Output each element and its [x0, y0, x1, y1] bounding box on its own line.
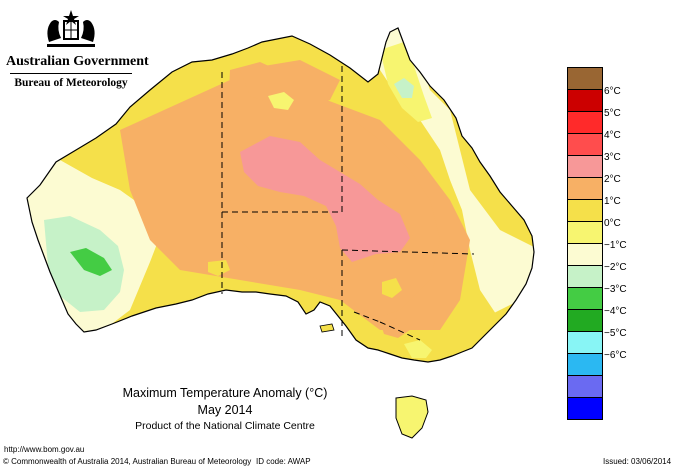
footer-url: http://www.bom.gov.au — [4, 445, 85, 454]
bureau-name: Bureau of Meteorology — [14, 77, 128, 89]
legend-label: 3°C — [604, 152, 621, 163]
legend-swatch — [568, 266, 602, 288]
map-product: Product of the National Climate Centre — [135, 420, 315, 432]
legend-label: 5°C — [604, 108, 621, 119]
legend-swatch — [568, 112, 602, 134]
legend-swatch — [568, 354, 602, 376]
legend-label: 6°C — [604, 86, 621, 97]
legend-label: 0°C — [604, 218, 621, 229]
legend-label: −1°C — [604, 240, 627, 251]
map-period: May 2014 — [197, 403, 253, 417]
legend-swatch — [568, 222, 602, 244]
legend-label: −5°C — [604, 328, 627, 339]
legend-label: −6°C — [604, 350, 627, 361]
legend-swatch — [568, 134, 602, 156]
legend-swatch — [568, 200, 602, 222]
footer-copyright: © Commonwealth of Australia 2014, Austra… — [3, 457, 252, 466]
legend-swatch — [568, 398, 602, 419]
legend-label: 1°C — [604, 196, 621, 207]
legend-label: −4°C — [604, 306, 627, 317]
legend-label: 2°C — [604, 174, 621, 185]
government-name: Australian Government — [6, 54, 149, 69]
agency-logo: Australian Government Bureau of Meteorol… — [6, 8, 149, 89]
legend-swatch — [568, 178, 602, 200]
map-caption: Maximum Temperature Anomaly (°C) May 201… — [80, 386, 370, 432]
legend-swatch — [568, 310, 602, 332]
legend-swatch — [568, 156, 602, 178]
coat-of-arms-icon — [47, 10, 95, 47]
legend-label: −3°C — [604, 284, 627, 295]
footer-issued: Issued: 03/06/2014 — [603, 457, 672, 466]
state-borders — [221, 66, 475, 341]
legend-swatch — [568, 288, 602, 310]
legend-swatch — [568, 376, 602, 398]
legend-label: −2°C — [604, 262, 627, 273]
legend-swatch — [568, 90, 602, 112]
footer: © Commonwealth of Australia 2014, Austra… — [0, 454, 680, 467]
legend-swatch — [568, 332, 602, 354]
mainland-coastline — [26, 27, 535, 363]
map-title: Maximum Temperature Anomaly (°C) — [122, 386, 328, 400]
logo-divider — [10, 73, 132, 74]
legend-swatch — [568, 68, 602, 90]
color-legend — [567, 67, 603, 420]
tasmania — [395, 395, 429, 439]
legend-swatch — [568, 244, 602, 266]
footer-id-code: ID code: AWAP — [256, 457, 311, 466]
kangaroo-island — [319, 323, 335, 333]
legend-label: 4°C — [604, 130, 621, 141]
